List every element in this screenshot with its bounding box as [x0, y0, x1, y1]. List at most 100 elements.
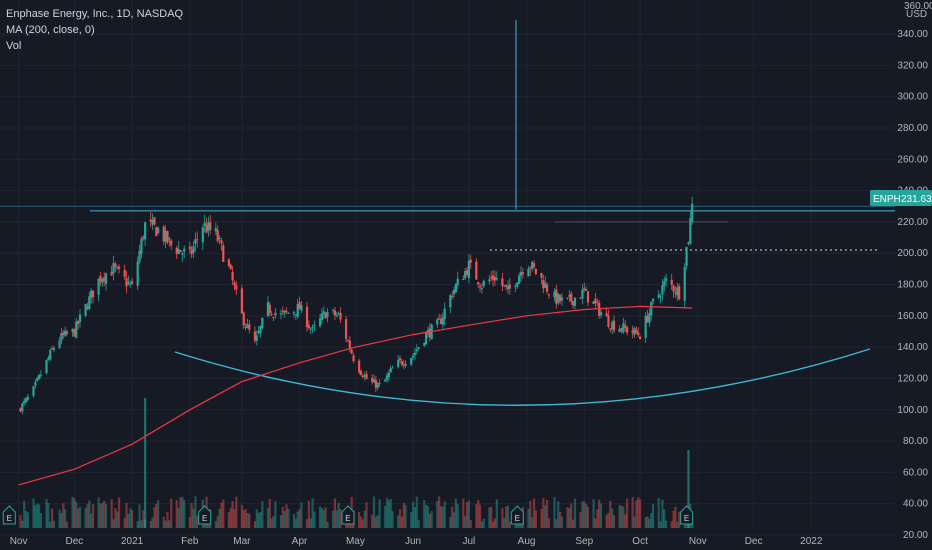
candle-body	[99, 275, 102, 282]
price-tag-bg	[870, 190, 932, 206]
volume-bar	[216, 515, 219, 528]
candle-body	[188, 246, 191, 250]
candle-body	[620, 328, 623, 331]
candle-body	[138, 250, 141, 262]
candle-body	[665, 278, 668, 282]
earnings-marker[interactable]	[680, 505, 694, 525]
candle-body	[376, 382, 379, 388]
volume-bar	[136, 521, 139, 528]
candle-body	[385, 375, 389, 380]
volume-bar	[164, 520, 167, 528]
candle-body	[691, 203, 694, 222]
candle-body	[521, 272, 524, 274]
candle-body	[331, 309, 335, 311]
legend-volume[interactable]: Vol	[6, 40, 22, 52]
candle-body	[361, 375, 364, 378]
earnings-marker[interactable]	[198, 505, 212, 525]
candle-body	[300, 305, 303, 311]
candle-body	[45, 359, 48, 374]
volume-bar	[387, 500, 390, 528]
volume-bar	[659, 521, 662, 528]
earnings-marker[interactable]	[510, 505, 524, 525]
volume-bar	[467, 500, 470, 528]
volume-bar	[37, 504, 41, 528]
candle-body	[270, 313, 273, 315]
volume-bar	[506, 505, 510, 528]
candle-body	[598, 302, 601, 316]
candle-body	[436, 319, 439, 325]
candle-body	[365, 373, 368, 379]
volume-bar	[60, 512, 63, 528]
candle-body	[209, 222, 212, 230]
candle-body	[516, 282, 519, 287]
candle-body	[599, 312, 603, 316]
earnings-marker[interactable]	[341, 505, 355, 525]
volume-bar	[110, 499, 113, 528]
candle-body	[670, 279, 673, 285]
candle-body	[344, 319, 348, 339]
volume-bar	[34, 505, 37, 528]
price-tick-label: 140.00	[897, 342, 928, 353]
earnings-marker-label: E	[7, 514, 12, 523]
candle-body	[452, 289, 456, 295]
volume-bar	[583, 501, 586, 528]
volume-bar	[222, 499, 225, 528]
volume-bar	[170, 498, 173, 528]
volume-bar	[508, 521, 511, 528]
candle-body	[151, 219, 154, 225]
candle-body	[462, 278, 465, 281]
volume-bar	[91, 504, 95, 528]
candle-body	[60, 332, 63, 341]
volume-bar	[220, 502, 223, 528]
volume-bar	[196, 515, 199, 528]
candle-body	[378, 383, 381, 385]
volume-bar	[335, 510, 338, 528]
volume-bar	[663, 509, 666, 528]
time-tick-label: Nov	[10, 536, 28, 547]
volume-bar	[23, 500, 26, 528]
time-tick-label: Aug	[518, 536, 536, 547]
volume-bar	[140, 520, 143, 528]
volume-bar	[505, 506, 508, 528]
candle-body	[88, 296, 91, 309]
volume-bar	[372, 496, 376, 528]
candle-body	[637, 332, 640, 336]
volume-bar	[661, 499, 664, 528]
volume-bar	[607, 512, 610, 528]
price-axis[interactable]: 360.00 USD 340.00 320.00 300.00 280.00 260.0…	[897, 1, 932, 541]
candle-body	[568, 294, 571, 297]
volume-bar	[611, 508, 614, 528]
volume-bar	[480, 521, 484, 528]
volume-bar	[544, 505, 547, 528]
volume-bar	[558, 511, 562, 528]
candle-body	[157, 227, 160, 234]
volume-bar	[529, 500, 532, 528]
candle-body	[404, 363, 407, 366]
volume-bar	[438, 496, 441, 528]
candle-body	[123, 269, 126, 277]
candle-body	[352, 355, 355, 362]
candle-body	[292, 312, 296, 314]
candle-body	[451, 296, 454, 298]
legend-symbol[interactable]: Enphase Energy, Inc., 1D, NASDAQ	[6, 8, 184, 20]
candle-body	[183, 248, 186, 252]
candle-body	[246, 324, 249, 329]
candle-body	[320, 313, 324, 321]
volume-bar	[624, 514, 627, 528]
candle-body	[566, 297, 569, 299]
candle-body	[387, 372, 390, 378]
volume-bar	[452, 512, 456, 528]
legend-ma[interactable]: MA (200, close, 0)	[6, 24, 95, 36]
volume-bar	[175, 500, 178, 528]
volume-bar	[676, 521, 679, 528]
candle-body	[90, 290, 93, 298]
candle-body	[594, 298, 597, 304]
candle-body	[49, 350, 52, 360]
candle-body	[480, 288, 484, 290]
volume-bar	[637, 497, 640, 528]
candle-body	[482, 280, 485, 287]
earnings-marker[interactable]	[2, 505, 16, 525]
volume-bar	[218, 508, 221, 528]
time-axis[interactable]: Nov Dec 2021 Feb Mar Apr May Jun Jul Aug Sep Oct Nov…	[10, 536, 823, 547]
